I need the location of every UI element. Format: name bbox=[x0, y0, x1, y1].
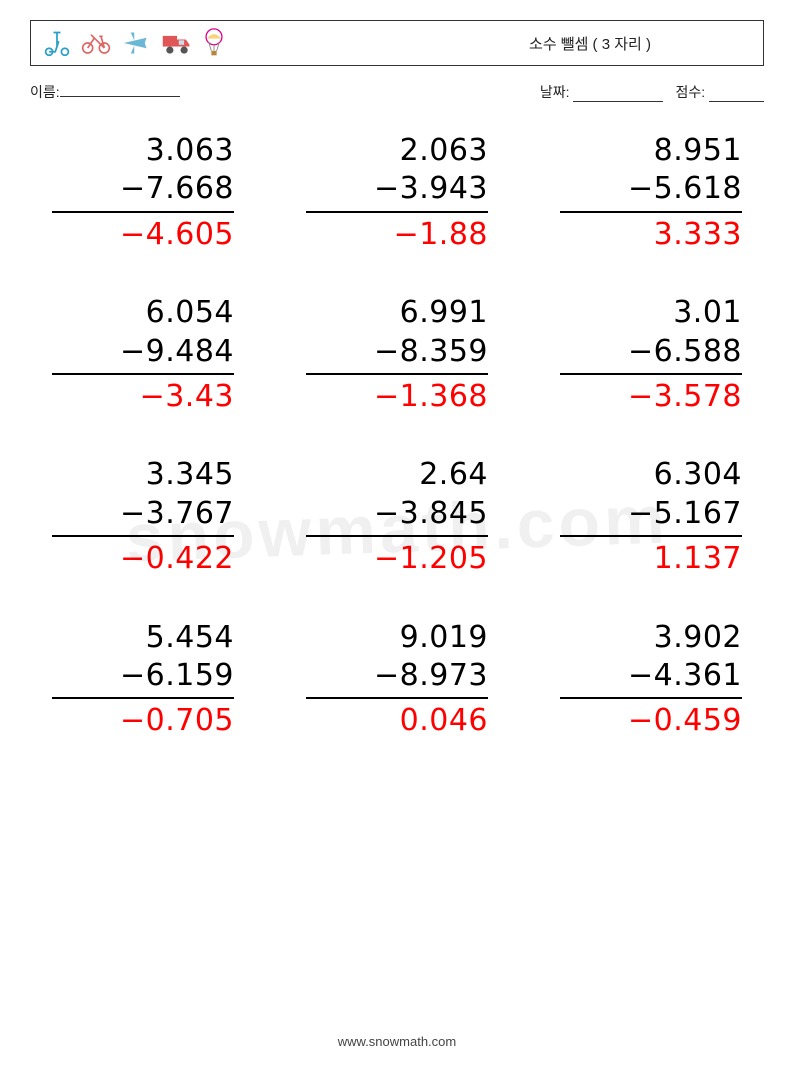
operand-b: −9.484 bbox=[52, 333, 234, 375]
answer: −0.422 bbox=[52, 540, 234, 578]
operand-a: 8.951 bbox=[560, 132, 742, 170]
problems-grid: 3.063−7.668 −4.605 2.063−3.943 −1.88 8.951… bbox=[52, 132, 742, 741]
answer: −1.88 bbox=[306, 216, 488, 254]
problem: 3.063−7.668 −4.605 bbox=[52, 132, 234, 254]
scooter-icon bbox=[43, 29, 71, 57]
operand-a: 2.64 bbox=[306, 456, 488, 494]
operand-b: −5.618 bbox=[560, 170, 742, 212]
header-box: 소수 뺄셈 ( 3 자리 ) bbox=[30, 20, 764, 66]
problem: 6.991−8.359−1.368 bbox=[306, 294, 488, 416]
name-blank[interactable] bbox=[60, 82, 180, 97]
operand-a: 5.454 bbox=[52, 619, 234, 657]
problem: 5.454−6.159−0.705 bbox=[52, 619, 234, 741]
airplane-icon bbox=[121, 29, 151, 57]
problem: 6.054−9.484−3.43 bbox=[52, 294, 234, 416]
answer: −4.605 bbox=[52, 216, 234, 254]
bicycle-icon bbox=[81, 30, 111, 56]
problem: 6.304−5.1671.137 bbox=[560, 456, 742, 578]
problem: 2.64−3.845−1.205 bbox=[306, 456, 488, 578]
problem: 9.019−8.9730.046 bbox=[306, 619, 488, 741]
operand-a: 2.063 bbox=[306, 132, 488, 170]
operand-a: 3.345 bbox=[52, 456, 234, 494]
problem: 3.902−4.361−0.459 bbox=[560, 619, 742, 741]
answer: 0.046 bbox=[306, 702, 488, 740]
operand-b: −3.845 bbox=[306, 495, 488, 537]
answer: −0.459 bbox=[560, 702, 742, 740]
operand-a: 3.902 bbox=[560, 619, 742, 657]
problem: 3.345−3.767−0.422 bbox=[52, 456, 234, 578]
answer: 1.137 bbox=[560, 540, 742, 578]
operand-a: 6.054 bbox=[52, 294, 234, 332]
answer: −3.578 bbox=[560, 378, 742, 416]
answer: 3.333 bbox=[560, 216, 742, 254]
score-label: 점수: bbox=[675, 84, 705, 100]
operand-b: −3.943 bbox=[306, 170, 488, 212]
date-blank[interactable] bbox=[573, 87, 663, 102]
truck-icon bbox=[161, 30, 193, 56]
worksheet-title: 소수 뺄셈 ( 3 자리 ) bbox=[529, 33, 651, 54]
operand-b: −4.361 bbox=[560, 657, 742, 699]
operand-b: −6.159 bbox=[52, 657, 234, 699]
operand-a: 3.01 bbox=[560, 294, 742, 332]
answer: −1.368 bbox=[306, 378, 488, 416]
operand-b: −3.767 bbox=[52, 495, 234, 537]
answer: −1.205 bbox=[306, 540, 488, 578]
score-blank[interactable] bbox=[709, 87, 764, 102]
date-label: 날짜: bbox=[540, 84, 570, 100]
operand-b: −6.588 bbox=[560, 333, 742, 375]
operand-b: −5.167 bbox=[560, 495, 742, 537]
operand-b: −8.359 bbox=[306, 333, 488, 375]
operand-a: 6.304 bbox=[560, 456, 742, 494]
operand-b: −7.668 bbox=[52, 170, 234, 212]
answer: −3.43 bbox=[52, 378, 234, 416]
balloon-icon bbox=[203, 28, 225, 58]
operand-a: 3.063 bbox=[52, 132, 234, 170]
name-label: 이름: bbox=[30, 82, 60, 102]
problem: 2.063−3.943 −1.88 bbox=[306, 132, 488, 254]
operand-a: 6.991 bbox=[306, 294, 488, 332]
operand-a: 9.019 bbox=[306, 619, 488, 657]
problem: 3.01−6.588−3.578 bbox=[560, 294, 742, 416]
operand-b: −8.973 bbox=[306, 657, 488, 699]
footer-url: www.snowmath.com bbox=[0, 1034, 794, 1049]
answer: −0.705 bbox=[52, 702, 234, 740]
header-icons bbox=[43, 28, 225, 58]
problem: 8.951−5.618 3.333 bbox=[560, 132, 742, 254]
info-row: 이름: 날짜: 점수: bbox=[30, 82, 764, 102]
